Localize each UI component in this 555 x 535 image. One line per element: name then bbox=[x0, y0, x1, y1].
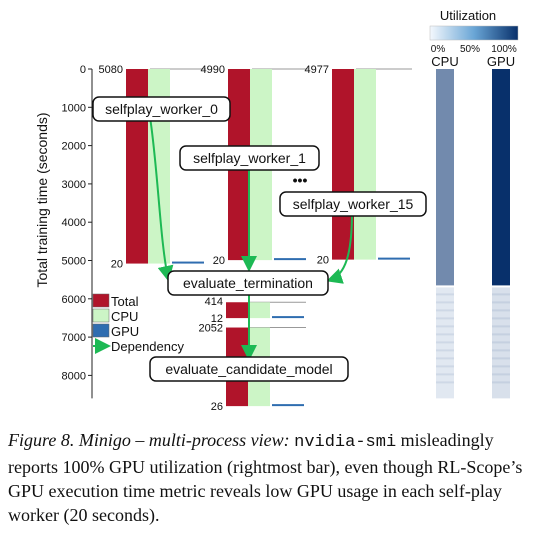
utilization-cell bbox=[492, 349, 510, 352]
legend-label: Dependency bbox=[111, 339, 184, 354]
gpu-value-label: 12 bbox=[211, 313, 223, 325]
colorbar-tick-label: 50% bbox=[460, 44, 480, 55]
utilization-title: Utilization bbox=[440, 8, 496, 23]
chart: 0 1000 2000 3000 4000 5000 6000 7000 8000 Total … bbox=[34, 8, 519, 413]
phase-label-box bbox=[149, 356, 349, 382]
total-value-label: 4990 bbox=[201, 64, 225, 76]
y-tick-label: 5000 bbox=[62, 256, 86, 268]
dependency-arrow bbox=[326, 211, 353, 284]
utilization-cell bbox=[436, 341, 454, 344]
phase-label: selfplay_worker_0 bbox=[105, 101, 218, 117]
utilization-cell bbox=[436, 365, 454, 368]
utilization-cell bbox=[492, 365, 510, 368]
cpu-bar bbox=[354, 69, 376, 260]
caption-label: Figure 8. bbox=[8, 430, 75, 450]
legend-label: GPU bbox=[111, 324, 139, 339]
phase-label-box bbox=[179, 145, 320, 171]
total-value-label: 2052 bbox=[199, 323, 223, 335]
y-tick-label: 1000 bbox=[62, 102, 86, 114]
y-tick-label: 6000 bbox=[62, 294, 86, 306]
caption-title: Minigo – multi-process view: bbox=[78, 430, 290, 450]
phase-label-box bbox=[279, 191, 427, 217]
dependency-arrow bbox=[149, 116, 174, 282]
cpu-bar bbox=[248, 302, 270, 319]
utilization-column-label: GPU bbox=[487, 54, 515, 69]
gpu-bar bbox=[272, 404, 304, 407]
caption-command: nvidia-smi bbox=[294, 433, 397, 452]
utilization-cell bbox=[492, 357, 510, 360]
utilization-cell bbox=[436, 309, 454, 312]
dependency-arrows bbox=[149, 116, 353, 361]
total-bar bbox=[226, 302, 248, 319]
y-tick-label: 8000 bbox=[62, 370, 86, 382]
y-axis-label: Total training time (seconds) bbox=[34, 112, 50, 287]
gpu-value-label: 20 bbox=[213, 255, 225, 267]
utilization-column-label: CPU bbox=[431, 54, 458, 69]
utilization-cell bbox=[436, 317, 454, 320]
utilization-cell bbox=[436, 333, 454, 336]
figure-caption: Figure 8. Minigo – multi-process view: n… bbox=[8, 428, 548, 527]
total-value-label: 4977 bbox=[305, 64, 329, 76]
gpu-bar bbox=[172, 261, 204, 264]
utilization-cell bbox=[492, 317, 510, 320]
utilization-cell bbox=[436, 293, 454, 296]
phase-label: evaluate_candidate_model bbox=[165, 361, 332, 377]
legend-swatch bbox=[92, 323, 110, 338]
utilization-cell bbox=[492, 333, 510, 336]
utilization-cell bbox=[492, 381, 510, 384]
utilization-cell bbox=[436, 325, 454, 328]
utilization-cell bbox=[436, 381, 454, 384]
gpu-value-label: 20 bbox=[317, 255, 329, 267]
utilization-cell bbox=[492, 293, 510, 296]
phase-label: selfplay_worker_15 bbox=[293, 196, 414, 212]
legend-label: Total bbox=[111, 294, 139, 309]
utilization-cell bbox=[492, 69, 510, 286]
gpu-bar bbox=[272, 316, 304, 319]
legend-swatch bbox=[92, 293, 110, 308]
utilization-cell bbox=[436, 357, 454, 360]
colorbar-tick-label: 100% bbox=[491, 44, 517, 55]
utilization-panel: Utilization 0% 50% 100% CPU GPU bbox=[429, 8, 519, 399]
y-tick-label: 4000 bbox=[62, 217, 86, 229]
utilization-cell bbox=[492, 341, 510, 344]
legend-swatch bbox=[92, 308, 110, 323]
total-value-label: 414 bbox=[205, 296, 223, 308]
total-value-label: 5080 bbox=[99, 64, 123, 76]
y-tick-label: 3000 bbox=[62, 179, 86, 191]
gpu-value-label: 20 bbox=[111, 259, 123, 271]
colorbar-tick-label: 0% bbox=[431, 44, 446, 55]
utilization-cell bbox=[436, 69, 454, 286]
colorbar bbox=[429, 25, 519, 41]
utilization-cell bbox=[492, 309, 510, 312]
legend-label: CPU bbox=[111, 309, 138, 324]
caption-text: misleadingly reports 100% GPU utilizatio… bbox=[8, 430, 523, 525]
utilization-cell bbox=[436, 349, 454, 352]
utilization-cell bbox=[436, 301, 454, 304]
utilization-cell bbox=[436, 373, 454, 376]
phase-label: selfplay_worker_1 bbox=[193, 150, 306, 166]
y-tick-label: 7000 bbox=[62, 332, 86, 344]
utilization-cell bbox=[492, 373, 510, 376]
phase-label: evaluate_termination bbox=[183, 275, 313, 291]
y-tick-label: 0 bbox=[80, 64, 86, 76]
ellipsis: ••• bbox=[293, 172, 308, 188]
gpu-bar bbox=[274, 258, 306, 261]
phase-labels: selfplay_worker_0 selfplay_worker_1selfpl… bbox=[92, 96, 427, 382]
phase-label-box bbox=[92, 96, 231, 122]
utilization-cell bbox=[492, 325, 510, 328]
gpu-value-label: 26 bbox=[211, 401, 223, 413]
phase-label-box bbox=[167, 270, 329, 296]
y-tick-label: 2000 bbox=[62, 141, 86, 153]
gpu-bar bbox=[378, 257, 410, 260]
utilization-cell bbox=[492, 301, 510, 304]
y-axis: 0 1000 2000 3000 4000 5000 6000 7000 8000 bbox=[62, 64, 93, 399]
